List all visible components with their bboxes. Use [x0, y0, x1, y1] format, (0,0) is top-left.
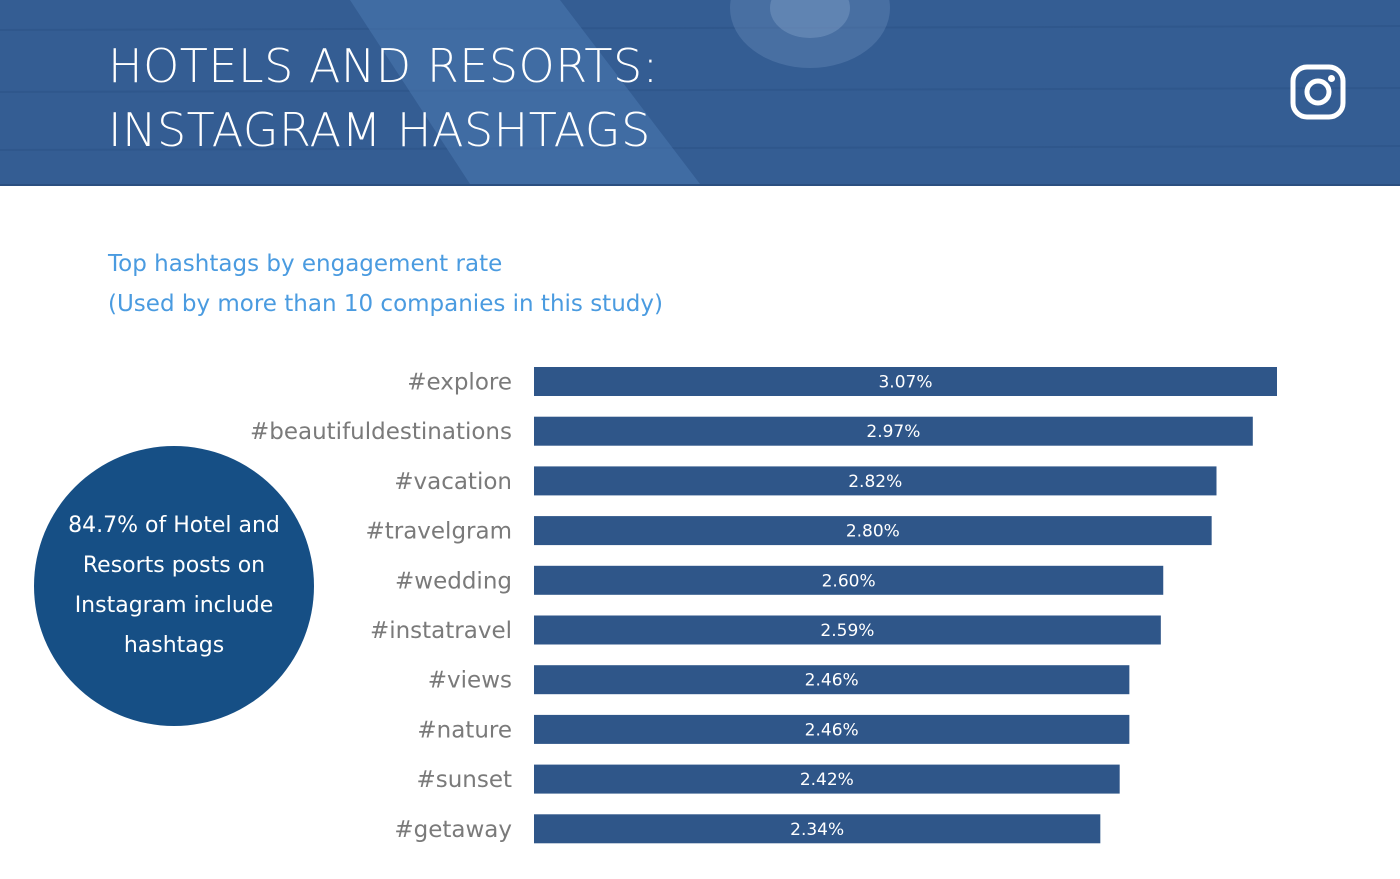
- bar: [534, 714, 1130, 744]
- bar-value-label: 3.07%: [878, 373, 932, 393]
- header-banner: HOTELS AND RESORTS: INSTAGRAM HASHTAGS: [0, 0, 1400, 186]
- bar-value-label: 2.82%: [848, 472, 902, 492]
- bar-chart: #explore 3.07% #beautifuldestinations 2.97%…: [250, 367, 1277, 844]
- bar-value-label: 2.46%: [805, 720, 859, 740]
- category-label: #views: [428, 668, 512, 694]
- title-line-2: INSTAGRAM HASHTAGS: [108, 103, 651, 157]
- bar: [534, 367, 1277, 396]
- bar: [534, 565, 1164, 595]
- category-label: #beautifuldestinations: [250, 419, 512, 445]
- stat-callout-circle: 84.7% of Hotel and Resorts posts on Inst…: [34, 446, 314, 726]
- instagram-icon: [1290, 64, 1346, 120]
- bar-value-label: 2.80%: [846, 522, 900, 542]
- callout-text: 84.7% of Hotel and Resorts posts on Inst…: [68, 513, 280, 658]
- bar-value-label: 2.60%: [822, 571, 876, 591]
- bar-value-label: 2.46%: [805, 671, 859, 691]
- header-background: [0, 0, 1400, 184]
- bar: [534, 814, 1101, 844]
- subtitle-line-1: Top hashtags by engagement rate: [108, 251, 503, 277]
- bar: [534, 615, 1161, 645]
- category-label: #instatravel: [370, 618, 512, 644]
- bar-value-label: 2.34%: [790, 820, 844, 840]
- category-label: #getaway: [394, 817, 512, 843]
- bar-value-label: 2.97%: [866, 422, 920, 442]
- bar: [534, 665, 1130, 695]
- subtitle-line-2: (Used by more than 10 companies in this …: [108, 291, 663, 317]
- bar: [534, 516, 1212, 546]
- bar-value-label: 2.59%: [820, 621, 874, 641]
- category-label: #wedding: [395, 568, 512, 594]
- bar: [534, 416, 1253, 446]
- bar: [534, 764, 1120, 794]
- chart-subtitle: Top hashtags by engagement rate (Used by…: [108, 244, 663, 324]
- category-label: #nature: [417, 717, 512, 743]
- page-title: HOTELS AND RESORTS: INSTAGRAM HASHTAGS: [108, 34, 659, 162]
- category-label: #sunset: [416, 767, 512, 793]
- bar: [534, 466, 1217, 496]
- bar-value-label: 2.42%: [800, 770, 854, 790]
- title-line-1: HOTELS AND RESORTS:: [108, 39, 659, 93]
- category-label: #travelgram: [365, 519, 512, 545]
- category-label: #vacation: [394, 469, 512, 495]
- category-label: #explore: [407, 370, 512, 396]
